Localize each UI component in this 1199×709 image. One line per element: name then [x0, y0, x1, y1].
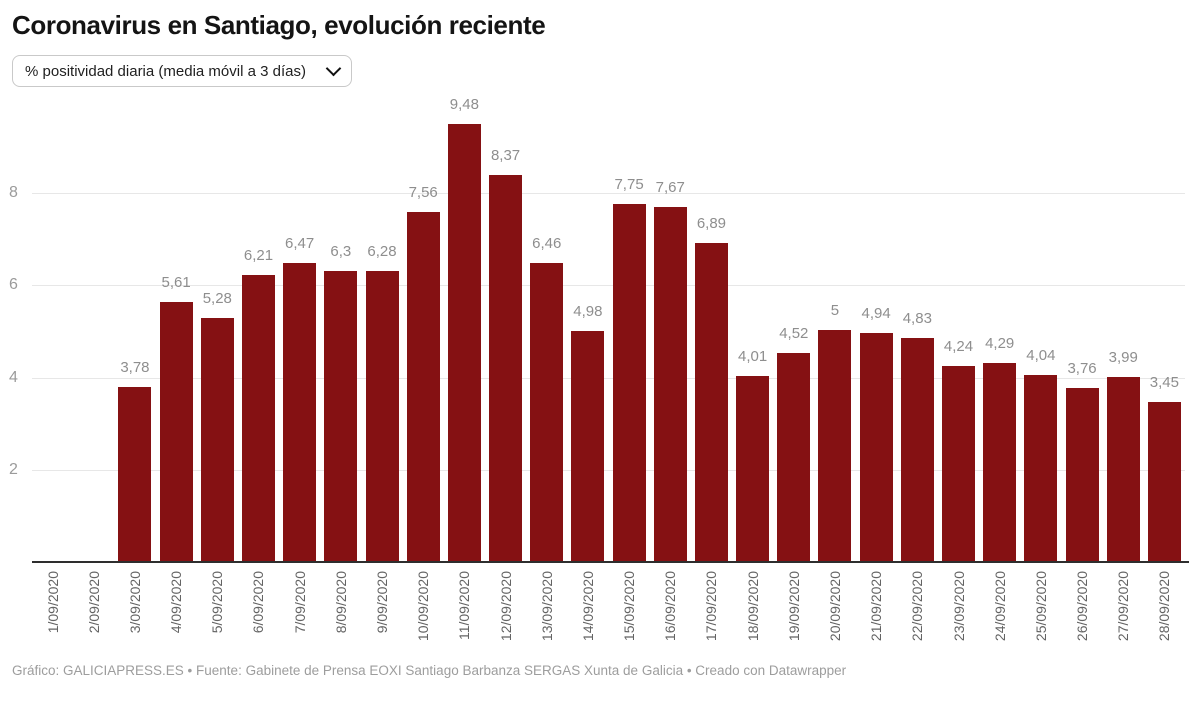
- bar-value-label: 6,28: [367, 243, 397, 260]
- x-axis-label: 14/09/2020: [579, 571, 596, 642]
- bar-value-label: 4,01: [738, 348, 768, 365]
- bar-value-label: 4,94: [861, 305, 891, 322]
- bar: [241, 275, 275, 561]
- x-axis-label: 13/09/2020: [538, 571, 555, 642]
- bar: [612, 204, 646, 561]
- bar: [1024, 375, 1058, 561]
- metric-dropdown[interactable]: % positividad diaria (media móvil a 3 dí…: [12, 55, 352, 87]
- chart-title: Coronavirus en Santiago, evolución recie…: [12, 10, 546, 40]
- bar: [200, 318, 234, 561]
- bar-value-label: 6,3: [330, 243, 352, 260]
- x-axis-label: 27/09/2020: [1115, 571, 1132, 642]
- bar: [447, 124, 481, 561]
- x-axis-label: 9/09/2020: [374, 571, 391, 634]
- bar: [983, 363, 1017, 561]
- x-axis-label: 22/09/2020: [909, 571, 926, 642]
- x-axis-label: 28/09/2020: [1156, 571, 1173, 642]
- x-axis-label: 21/09/2020: [868, 571, 885, 642]
- bar-value-label: 7,75: [614, 176, 644, 193]
- bar-value-label: 7,67: [655, 179, 685, 196]
- y-axis-label: 4: [9, 368, 18, 386]
- bar: [736, 376, 770, 561]
- x-axis-label: 11/09/2020: [456, 571, 473, 641]
- x-axis-label: 19/09/2020: [785, 571, 802, 642]
- bar: [324, 271, 358, 561]
- x-axis-label: 18/09/2020: [744, 571, 761, 642]
- bar: [653, 207, 687, 561]
- bar: [1106, 377, 1140, 561]
- gridline: [32, 469, 1185, 471]
- x-axis-label: 3/09/2020: [126, 571, 143, 634]
- bar-value-label: 4,52: [779, 325, 809, 342]
- x-axis-label: 4/09/2020: [168, 571, 185, 634]
- bar: [1065, 388, 1099, 561]
- bar: [406, 212, 440, 561]
- x-axis-label: 12/09/2020: [497, 571, 514, 642]
- x-axis-label: 15/09/2020: [621, 571, 638, 642]
- bar-value-label: 6,47: [285, 235, 315, 252]
- bar-value-label: 4,98: [573, 303, 603, 320]
- bar: [118, 387, 152, 561]
- x-axis-label: 5/09/2020: [209, 571, 226, 634]
- x-axis-label: 7/09/2020: [291, 571, 308, 634]
- x-axis-label: 1/09/2020: [44, 571, 61, 634]
- bar: [489, 175, 523, 561]
- y-axis-label: 8: [9, 184, 18, 202]
- x-axis-label: 26/09/2020: [1074, 571, 1091, 642]
- bar-value-label: 6,21: [243, 247, 274, 264]
- x-axis-label: 16/09/2020: [662, 571, 679, 642]
- bar: [365, 271, 399, 561]
- bar-value-label: 5: [830, 302, 840, 319]
- bar-value-label: 4,83: [902, 310, 932, 327]
- bar-value-label: 8,37: [490, 147, 521, 164]
- bar-value-label: 6,89: [696, 215, 727, 232]
- bar: [900, 338, 934, 561]
- bar-value-label: 5,28: [202, 290, 232, 307]
- bar: [159, 302, 193, 561]
- bar: [694, 243, 728, 561]
- bar: [571, 331, 605, 561]
- bar-value-label: 9,48: [449, 96, 479, 113]
- bar-value-label: 4,24: [943, 338, 974, 355]
- bar: [777, 353, 811, 561]
- y-axis-label: 2: [9, 460, 18, 478]
- bar: [530, 263, 564, 561]
- x-axis-label: 17/09/2020: [703, 571, 720, 642]
- x-axis-label: 8/09/2020: [332, 571, 349, 634]
- x-axis-label: 20/09/2020: [826, 571, 843, 642]
- bar: [859, 333, 893, 561]
- bar-value-label: 5,61: [161, 274, 191, 291]
- bar: [283, 263, 317, 561]
- bar-value-label: 7,56: [408, 184, 438, 201]
- bar-value-label: 3,99: [1108, 349, 1138, 366]
- gridline: [32, 193, 1185, 195]
- y-axis-label: 6: [9, 276, 18, 294]
- x-axis-line: [32, 561, 1189, 563]
- x-axis-label: 10/09/2020: [415, 571, 432, 642]
- metric-dropdown-value: % positividad diaria (media móvil a 3 dí…: [25, 62, 306, 80]
- chart-credit: Gráfico: GALICIAPRESS.ES • Fuente: Gabin…: [12, 663, 847, 678]
- x-axis-label: 6/09/2020: [250, 571, 267, 634]
- x-axis-label: 23/09/2020: [950, 571, 967, 642]
- bar: [942, 366, 976, 561]
- gridline: [32, 285, 1185, 287]
- bar-value-label: 3,76: [1067, 360, 1097, 377]
- bar: [818, 330, 852, 561]
- bar-value-label: 3,78: [120, 359, 150, 376]
- x-axis-label: 25/09/2020: [1032, 571, 1049, 642]
- x-axis-label: 24/09/2020: [991, 571, 1008, 642]
- bar-value-label: 4,29: [985, 335, 1015, 352]
- bar: [1147, 402, 1181, 561]
- x-axis-label: 2/09/2020: [85, 571, 102, 634]
- gridline: [32, 377, 1185, 379]
- bar-value-label: 6,46: [532, 235, 562, 252]
- bar-value-label: 4,04: [1026, 347, 1056, 364]
- bar-value-label: 3,45: [1149, 374, 1179, 391]
